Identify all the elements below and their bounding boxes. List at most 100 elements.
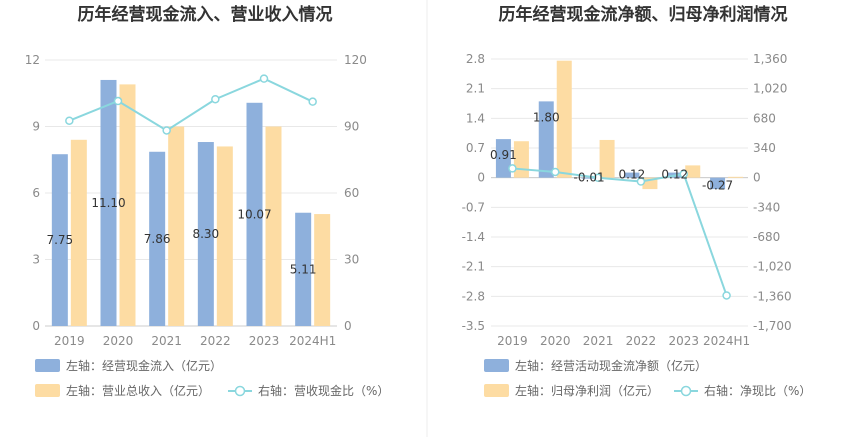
line-point [722, 291, 731, 300]
bar-second-series [119, 84, 136, 326]
bar-left-series [100, 79, 117, 326]
left-axis-tick: 3 [32, 253, 40, 267]
bar-left-series [538, 101, 554, 178]
right-axis-tick: 90 [344, 120, 359, 134]
legend-label: 右轴：净现比（%） [704, 383, 811, 398]
right-axis-tick: 0 [753, 171, 761, 185]
right-axis-tick: 1,020 [753, 82, 787, 96]
left-axis-tick: 12 [25, 53, 40, 67]
right-axis-tick: 1,360 [753, 52, 787, 66]
data-label: 1.80 [533, 110, 560, 124]
x-axis-tick: 2023 [249, 334, 280, 348]
chart-title: 历年经营现金流净额、归母净利润情况 [499, 4, 788, 25]
left-axis-tick: 1.4 [466, 111, 485, 125]
bar-second-series [314, 214, 331, 326]
right-axis-tick: 0 [344, 319, 352, 333]
x-axis-tick: 2021 [583, 334, 614, 348]
left-axis-tick: -3.5 [462, 319, 485, 333]
x-axis-tick: 2024H1 [289, 334, 336, 348]
legend-swatch-second-series [484, 384, 509, 397]
right-axis-tick: 120 [344, 53, 367, 67]
data-label: 0.12 [661, 168, 688, 182]
data-label: 7.86 [144, 232, 171, 246]
data-label: -0.27 [702, 179, 733, 193]
legend-swatch-left-series [35, 359, 60, 372]
line-point [636, 177, 646, 186]
left-axis-tick: -2.8 [462, 289, 485, 303]
right-axis-tick: -1,700 [753, 319, 792, 333]
right-axis-tick: -340 [753, 200, 780, 214]
right-axis-tick: -680 [753, 230, 780, 244]
legend-label: 左轴：营业总收入（亿元） [66, 383, 210, 398]
x-axis-tick: 2020 [103, 334, 134, 348]
line-series [68, 77, 314, 132]
bar-left-series [710, 177, 726, 190]
data-label: 7.75 [46, 233, 73, 247]
left-axis-tick: 6 [32, 186, 40, 200]
left-axis-tick: 9 [32, 120, 40, 134]
x-axis-tick: 2024H1 [703, 334, 750, 348]
data-label: 11.10 [91, 196, 125, 210]
data-label: -0.01 [574, 171, 605, 185]
chart-title: 历年经营现金流入、营业收入情况 [78, 4, 333, 25]
bar-left-series [246, 102, 263, 326]
bar-left-series [295, 212, 312, 326]
bar-second-series [685, 165, 701, 178]
chart-net-cashflow-profit: 历年经营现金流净额、归母净利润情况 2.8 2.1 1.4 0.7 0 -0.7 -1.4 -2… [462, 4, 812, 398]
legend-swatch-line-marker [680, 385, 692, 397]
left-axis-tick: 0 [477, 171, 485, 185]
bar-second-series [216, 146, 233, 326]
data-label: 0.91 [490, 148, 517, 162]
line-point [551, 167, 560, 177]
line-point [113, 96, 123, 106]
legend-label: 左轴：经营现金流入（亿元） [66, 358, 222, 373]
left-axis-tick: 2.1 [466, 82, 485, 96]
legend-label: 左轴：经营活动现金流净额（亿元） [515, 358, 707, 373]
line-point [308, 97, 317, 106]
data-label: 10.07 [237, 207, 271, 221]
bar-second-series [728, 176, 744, 178]
data-label: 5.11 [290, 262, 317, 276]
legend-swatch-second-series [35, 384, 60, 397]
line-point [679, 169, 688, 179]
legend-label: 左轴：归母净利润（亿元） [515, 383, 659, 398]
bar-left-series [624, 172, 640, 178]
legend-swatch-left-series [484, 359, 509, 372]
right-axis-tick: 680 [753, 111, 776, 125]
x-axis-tick: 2019 [497, 334, 528, 348]
bar-left-series [51, 154, 68, 326]
x-axis-tick: 2022 [200, 334, 231, 348]
left-axis-tick: 0 [32, 319, 40, 333]
line-point [508, 164, 517, 173]
bar-second-series [168, 126, 185, 326]
right-axis-tick: -1,020 [753, 260, 792, 274]
bar-second-series [70, 139, 87, 326]
right-axis-tick: -1,360 [753, 289, 792, 303]
left-axis-tick: 0.7 [466, 141, 485, 155]
left-axis-tick: -2.1 [462, 260, 485, 274]
line-series [512, 167, 728, 296]
right-axis-tick: 30 [344, 253, 359, 267]
right-axis-tick: 60 [344, 186, 359, 200]
bar-left-series [197, 142, 214, 326]
bar-second-series [556, 60, 572, 178]
bar-left-series [495, 139, 511, 178]
x-axis-tick: 2020 [540, 334, 571, 348]
x-axis-tick: 2019 [54, 334, 85, 348]
bar-left-series [581, 177, 597, 179]
line-point [259, 74, 269, 83]
legend-label: 右轴：营收现金比（%） [258, 383, 389, 398]
right-axis-tick: 340 [753, 141, 776, 155]
bar-left-series [149, 151, 166, 326]
bar-second-series [265, 126, 282, 326]
x-axis-tick: 2021 [151, 334, 182, 348]
left-axis-tick: -0.7 [462, 200, 485, 214]
line-point [65, 116, 74, 125]
line-point [593, 173, 603, 183]
data-label: 8.30 [192, 227, 219, 241]
bar-second-series [599, 139, 615, 178]
x-axis-tick: 2023 [668, 334, 699, 348]
left-axis-tick: -1.4 [462, 230, 485, 244]
